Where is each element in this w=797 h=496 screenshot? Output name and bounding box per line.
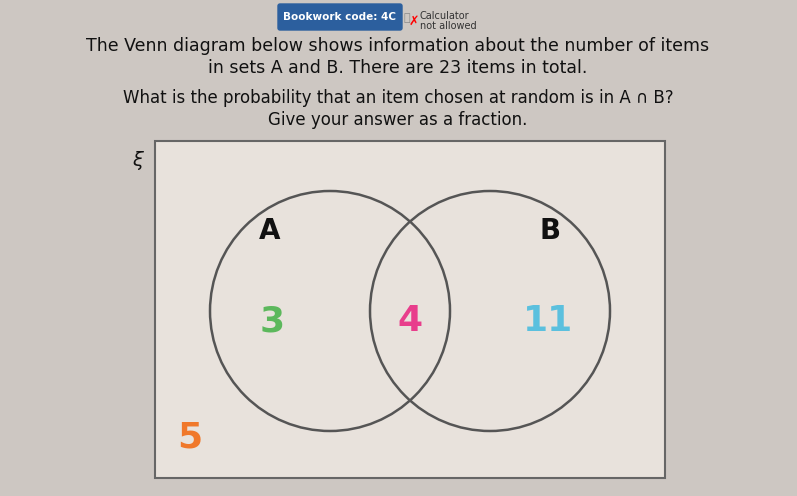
Text: B: B (540, 217, 560, 245)
Text: Give your answer as a fraction.: Give your answer as a fraction. (269, 111, 528, 129)
Text: What is the probability that an item chosen at random is in A ∩ B?: What is the probability that an item cho… (123, 89, 673, 107)
Text: Calculator: Calculator (420, 11, 469, 21)
Text: 4: 4 (398, 304, 422, 338)
Text: 🖩: 🖩 (404, 13, 410, 23)
Text: 11: 11 (523, 304, 573, 338)
Text: The Venn diagram below shows information about the number of items: The Venn diagram below shows information… (86, 37, 709, 55)
FancyBboxPatch shape (155, 141, 665, 478)
Text: not allowed: not allowed (420, 21, 477, 31)
Text: ξ: ξ (132, 151, 143, 170)
FancyBboxPatch shape (278, 4, 402, 30)
Text: Bookwork code: 4C: Bookwork code: 4C (284, 12, 396, 22)
Text: 5: 5 (178, 421, 202, 455)
Text: A: A (259, 217, 281, 245)
Text: ✗: ✗ (409, 14, 419, 27)
Text: 3: 3 (260, 304, 285, 338)
Text: in sets A and B. There are 23 items in total.: in sets A and B. There are 23 items in t… (208, 59, 587, 77)
